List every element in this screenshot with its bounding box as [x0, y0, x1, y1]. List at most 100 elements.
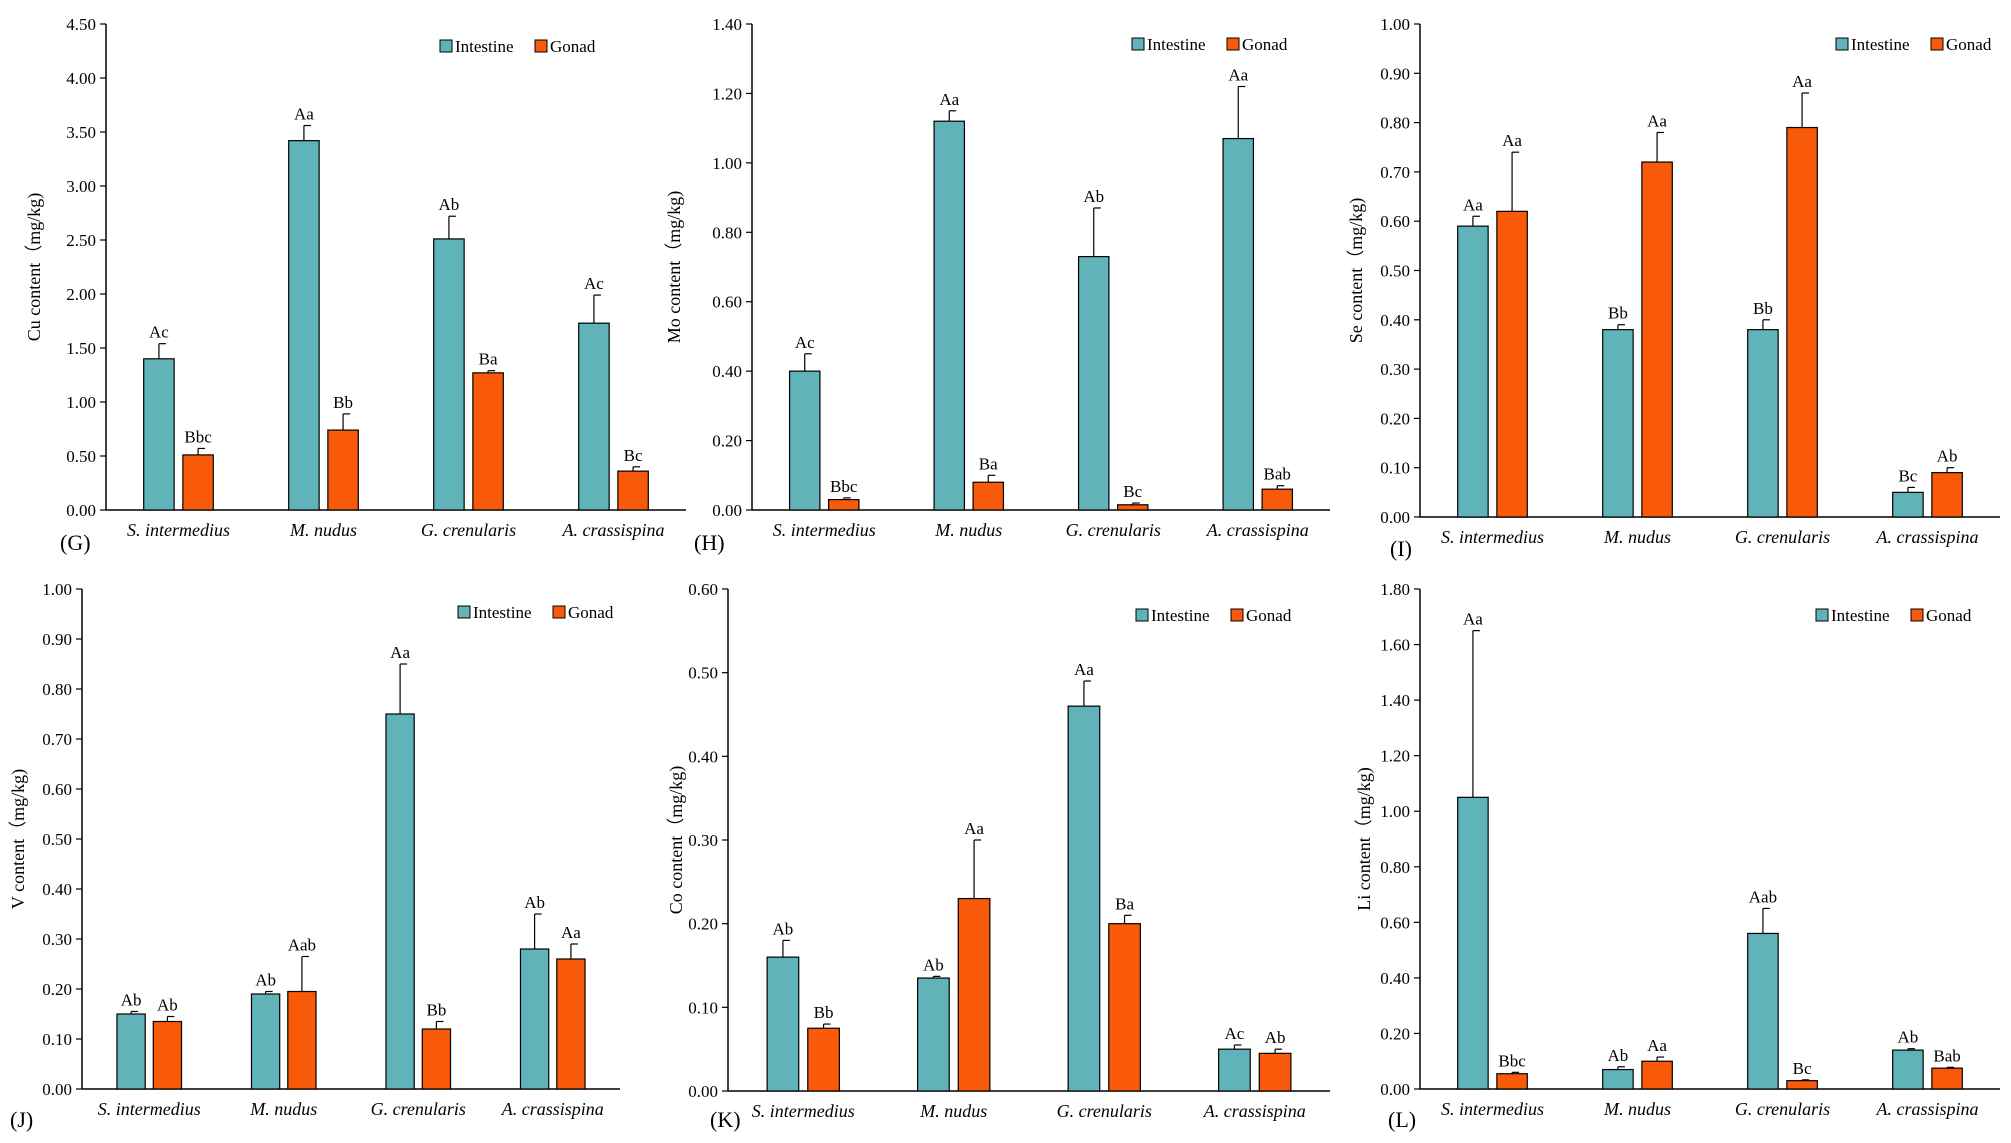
- legend-swatch-intestine: [1815, 608, 1829, 622]
- y-tick-label: 0.60: [712, 293, 742, 312]
- legend-label-intestine: Intestine: [455, 37, 514, 56]
- y-tick-label: 1.60: [1380, 636, 1410, 655]
- significance-label: Aab: [288, 936, 316, 955]
- panel-label: (I): [1390, 536, 1412, 561]
- y-tick-label: 0.50: [688, 664, 718, 683]
- x-category-label: G. crenularis: [371, 1099, 466, 1119]
- x-category-label: G. crenularis: [1735, 1099, 1830, 1119]
- legend-swatch-intestine: [439, 39, 453, 53]
- bar-gonad-3: [1108, 923, 1141, 1092]
- y-tick-label: 0.80: [1380, 858, 1410, 877]
- bar-gonad-1: [182, 454, 214, 511]
- panel-label: (L): [1388, 1107, 1416, 1132]
- x-category-label: M. nudus: [934, 520, 1002, 540]
- y-axis-label: Cu content（mg/kg): [24, 193, 45, 341]
- bar-intestine-4: [578, 322, 610, 511]
- y-tick-label: 0.60: [1380, 212, 1410, 231]
- y-tick-label: 0.80: [712, 223, 742, 242]
- significance-label: Aa: [964, 819, 984, 838]
- y-tick-label: 0.70: [1380, 163, 1410, 182]
- y-tick-label: 1.40: [1380, 691, 1410, 710]
- y-tick-label: 1.00: [1380, 15, 1410, 34]
- y-tick-label: 4.00: [66, 69, 96, 88]
- x-category-label: M. nudus: [1603, 527, 1671, 547]
- y-tick-label: 2.00: [66, 285, 96, 304]
- significance-label: Aa: [1228, 65, 1248, 84]
- significance-label: Ab: [1937, 447, 1958, 466]
- bar-intestine-3: [1067, 705, 1101, 1092]
- bar-intestine-4: [1222, 137, 1255, 511]
- significance-label: Aa: [1647, 111, 1667, 130]
- legend-swatch-gonad: [552, 605, 566, 619]
- y-tick-label: 0.60: [1380, 913, 1410, 932]
- bar-gonad-1: [827, 498, 860, 511]
- legend-label-intestine: Intestine: [1831, 606, 1890, 625]
- bar-gonad-1: [1496, 1073, 1528, 1090]
- y-tick-label: 3.50: [66, 123, 96, 142]
- y-axis-label: Co content（mg/kg): [666, 766, 687, 914]
- bar-gonad-1: [152, 1020, 183, 1090]
- y-tick-label: 0.50: [42, 830, 72, 849]
- legend-swatch-intestine: [1835, 37, 1849, 51]
- legend-swatch-gonad: [1226, 37, 1240, 51]
- y-tick-label: 0.00: [712, 501, 742, 520]
- significance-label: Aa: [939, 90, 959, 109]
- bar-gonad-2: [957, 897, 991, 1092]
- x-category-label: S. intermedius: [752, 1101, 855, 1121]
- significance-label: Bbc: [1498, 1051, 1526, 1070]
- significance-label: Ab: [157, 996, 178, 1015]
- x-category-label: G. crenularis: [1057, 1101, 1152, 1121]
- chart-panel-6: 0.00 0.20 0.40 0.60 0.80 1.00 1.20 1.40 1.60 1.80…: [1354, 580, 2000, 1132]
- bar-gonad-2: [1641, 1060, 1673, 1090]
- y-tick-label: 0.20: [688, 915, 718, 934]
- significance-label: Bbc: [184, 427, 212, 446]
- legend-swatch-intestine: [1131, 37, 1145, 51]
- y-tick-label: 1.20: [1380, 747, 1410, 766]
- significance-label: Ab: [1898, 1028, 1919, 1047]
- legend-label-gonad: Gonad: [550, 37, 596, 56]
- y-tick-label: 0.70: [42, 730, 72, 749]
- significance-label: Aa: [1502, 131, 1522, 150]
- bar-gonad-2: [1641, 161, 1673, 518]
- legend-label-intestine: Intestine: [1851, 35, 1910, 54]
- significance-label: Ab: [1083, 187, 1104, 206]
- legend-swatch-gonad: [1930, 37, 1944, 51]
- panel-label: (K): [710, 1107, 741, 1132]
- legend: Intestine Gonad: [1131, 35, 1288, 54]
- chart-panel-3: 0.00 0.10 0.20 0.30 0.40 0.50 0.60 0.70 0.80 0.90…: [1346, 15, 2000, 561]
- y-tick-label: 0.40: [712, 362, 742, 381]
- x-category-label: M. nudus: [289, 520, 357, 540]
- bar-gonad-3: [1116, 504, 1149, 511]
- significance-label: Ab: [439, 195, 460, 214]
- y-tick-label: 3.00: [66, 177, 96, 196]
- bar-intestine-2: [1602, 329, 1634, 518]
- bar-gonad-4: [1261, 488, 1294, 511]
- chart-panel-4: 0.00 0.10 0.20 0.30 0.40 0.50 0.60 0.70 0.80 0.90…: [8, 580, 620, 1132]
- significance-label: Ab: [773, 919, 794, 938]
- panel-label: (G): [60, 530, 91, 555]
- significance-label: Bb: [333, 393, 353, 412]
- bar-intestine-4: [1892, 1049, 1924, 1090]
- legend: Intestine Gonad: [457, 603, 614, 622]
- significance-label: Aa: [294, 105, 314, 124]
- significance-label: Ac: [1225, 1024, 1245, 1043]
- y-tick-label: 1.80: [1380, 580, 1410, 599]
- significance-label: Aa: [1647, 1036, 1667, 1055]
- legend: Intestine Gonad: [1135, 606, 1292, 625]
- significance-label: Ab: [923, 955, 944, 974]
- bar-gonad-3: [421, 1028, 452, 1090]
- x-category-label: M. nudus: [249, 1099, 317, 1119]
- significance-label: Ab: [255, 971, 276, 990]
- x-category-label: M. nudus: [1603, 1099, 1671, 1119]
- legend-label-intestine: Intestine: [473, 603, 532, 622]
- y-tick-label: 1.40: [712, 15, 742, 34]
- y-tick-label: 0.00: [688, 1082, 718, 1101]
- bar-intestine-2: [1602, 1068, 1634, 1090]
- bar-gonad-2: [327, 429, 359, 511]
- y-tick-label: 1.00: [1380, 802, 1410, 821]
- y-tick-label: 0.40: [42, 880, 72, 899]
- y-tick-label: 0.30: [1380, 360, 1410, 379]
- significance-label: Ba: [479, 350, 498, 369]
- significance-label: Aa: [390, 643, 410, 662]
- bar-intestine-1: [788, 370, 821, 511]
